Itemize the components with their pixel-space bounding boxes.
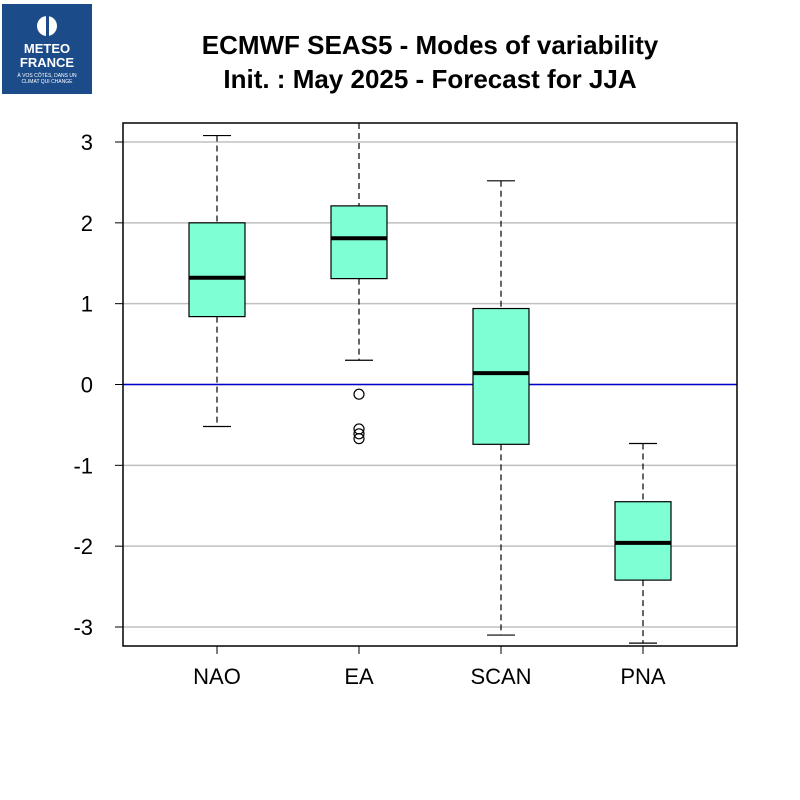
outlier-point [353, 428, 365, 440]
x-tick-label: NAO [193, 664, 241, 689]
plot-frame [122, 122, 738, 647]
x-tick-label: SCAN [470, 664, 531, 689]
y-tick-label: 1 [81, 292, 93, 317]
x-tick-label: PNA [620, 664, 666, 689]
logo-line-2: FRANCE [19, 55, 75, 70]
box-pna [614, 501, 672, 581]
y-tick-label: -2 [73, 534, 93, 559]
chart-title: ECMWF SEAS5 - Modes of variability [201, 30, 659, 60]
box-scan [472, 307, 530, 445]
y-tick-label: 0 [81, 373, 93, 398]
logo-tagline-1: À VOS CÔTÉS, DANS UN [17, 73, 77, 79]
logo-tagline-2: CLIMAT QUI CHANGE [21, 79, 73, 85]
meteo-france-logo: METEO FRANCE À VOS CÔTÉS, DANS UN CLIMAT… [2, 4, 92, 94]
y-tick-label: 3 [81, 130, 93, 155]
outlier-point [353, 433, 365, 445]
y-tick-label: -3 [73, 615, 93, 640]
logo-emblem-icon [37, 16, 57, 36]
chart-title-block: ECMWF SEAS5 - Modes of variability Init.… [100, 28, 760, 96]
y-tick-label: 2 [81, 211, 93, 236]
outlier-point [353, 388, 365, 400]
logo-line-1: METEO [23, 41, 71, 56]
box-ea [330, 205, 388, 280]
box-nao [188, 222, 246, 318]
chart-subtitle: Init. : May 2025 - Forecast for JJA [223, 64, 637, 94]
y-tick-label: -1 [73, 453, 93, 478]
x-tick-label: EA [344, 664, 374, 689]
